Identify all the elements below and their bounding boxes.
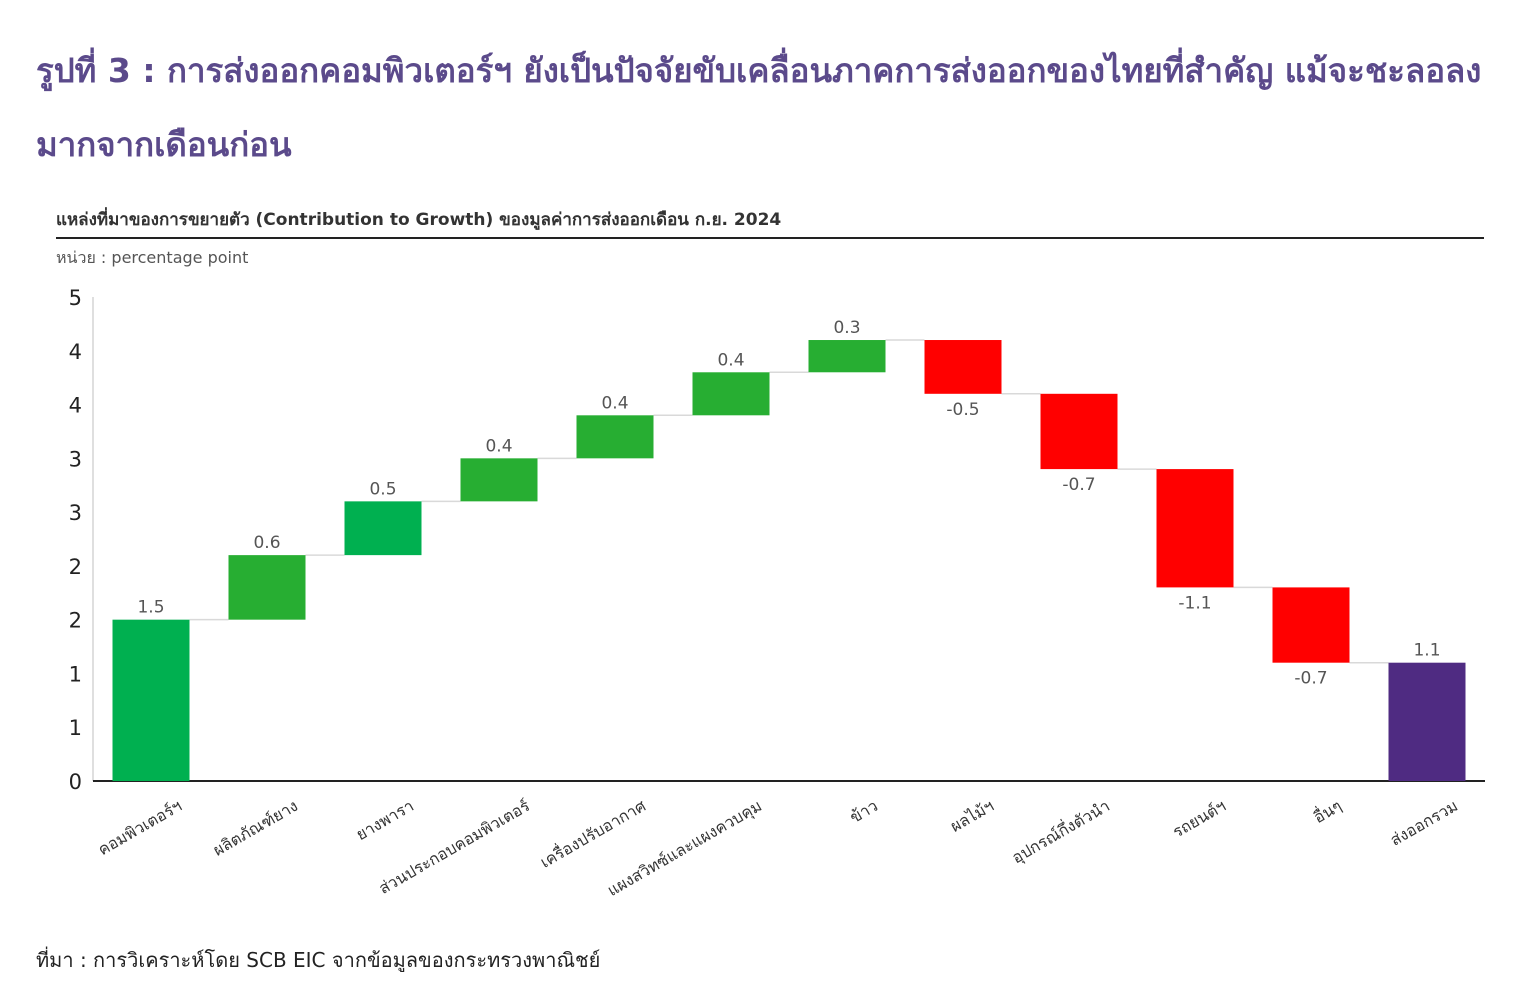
bar <box>1272 587 1350 663</box>
data-label: 0.6 <box>253 533 280 553</box>
bar <box>344 501 422 556</box>
data-label: 0.4 <box>717 350 744 370</box>
y-tick-label: 0 <box>69 770 82 794</box>
y-tick-label: 4 <box>69 394 82 418</box>
bar <box>924 340 1002 394</box>
y-tick-label: 2 <box>69 609 82 633</box>
x-tick-label: เครื่องปรับอากาศ <box>536 794 649 871</box>
bar <box>112 619 190 781</box>
bar <box>1040 393 1118 470</box>
data-label: 1.1 <box>1413 641 1440 661</box>
source-note: ที่มา : การวิเคราะห์โดย SCB EIC จากข้อมู… <box>36 948 601 972</box>
x-tick-label: อุปกรณ์กึ่งตัวนำ <box>1008 794 1114 868</box>
bar <box>460 458 538 502</box>
x-tick-label: รถยนต์ฯ <box>1169 796 1229 841</box>
x-tick-label: ผลไม้ฯ <box>947 796 997 836</box>
y-tick-label: 3 <box>69 501 82 525</box>
data-label: -0.7 <box>1294 669 1327 689</box>
bar <box>228 555 306 620</box>
x-tick-label: ยางพารา <box>353 796 417 844</box>
bar <box>1388 662 1466 781</box>
data-label: 0.4 <box>601 393 628 413</box>
y-tick-label: 1 <box>69 716 82 740</box>
y-tick-label: 3 <box>69 447 82 471</box>
bar <box>576 415 654 459</box>
data-label: -1.1 <box>1178 593 1211 613</box>
subtitle-divider <box>56 237 1484 239</box>
x-tick-label: ผลิตภัณฑ์ยาง <box>210 796 301 860</box>
bar <box>692 372 770 416</box>
y-tick-label: 1 <box>69 662 82 686</box>
data-label: -0.7 <box>1062 475 1095 495</box>
data-label: 0.5 <box>369 479 396 499</box>
data-label: 1.5 <box>137 598 164 618</box>
x-tick-label: ส่งออกรวม <box>1387 796 1461 850</box>
x-tick-label: ข้าว <box>846 796 881 827</box>
bar <box>1156 469 1234 588</box>
page-title: รูปที่ 3 : การส่งออกคอมพิวเตอร์ฯ ยังเป็น… <box>36 51 1482 164</box>
chart-subtitle: แหล่งที่มาของการขยายตัว (Contribution to… <box>56 210 782 230</box>
data-label: 0.4 <box>485 436 512 456</box>
unit-label: หน่วย : percentage point <box>56 248 249 267</box>
y-tick-label: 5 <box>69 286 82 310</box>
x-tick-label: คอมพิวเตอร์ฯ <box>95 796 185 859</box>
y-tick-label: 2 <box>69 555 82 579</box>
y-tick-label: 4 <box>69 340 82 364</box>
bar <box>808 340 886 373</box>
data-label: -0.5 <box>946 400 979 420</box>
data-label: 0.3 <box>833 318 860 338</box>
x-tick-label: อื่นๆ <box>1309 794 1345 827</box>
